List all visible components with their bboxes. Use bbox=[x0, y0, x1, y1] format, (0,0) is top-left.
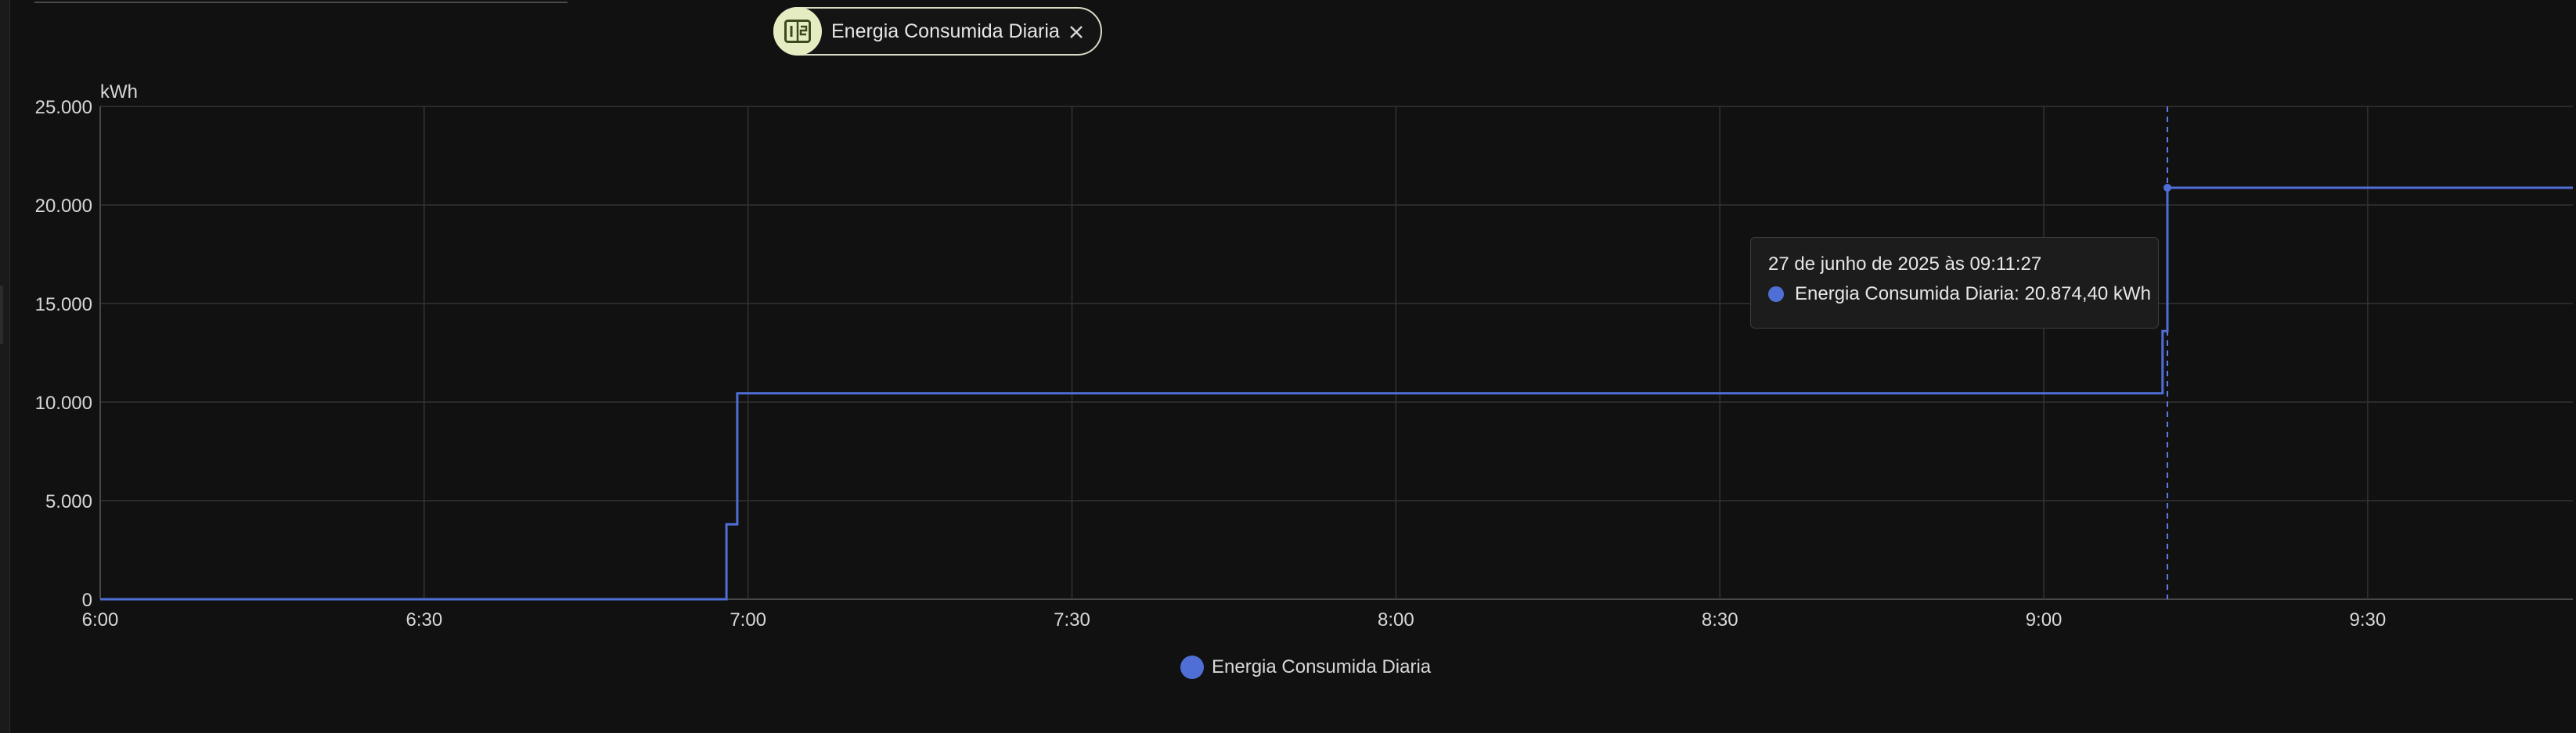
entity-chip-label: Energia Consumida Diaria bbox=[831, 20, 1060, 42]
x-tick-label: 9:30 bbox=[2350, 609, 2387, 631]
y-tick-label: 10.000 bbox=[35, 393, 92, 414]
chart-legend-item[interactable]: Energia Consumida Diaria bbox=[1180, 654, 1431, 681]
chart-grid bbox=[99, 106, 2573, 600]
counter-icon bbox=[773, 7, 822, 56]
y-tick-label: 0 bbox=[82, 590, 92, 611]
x-tick-label: 6:00 bbox=[82, 609, 119, 631]
legend-swatch bbox=[1180, 656, 1204, 679]
y-tick-label: 15.000 bbox=[35, 294, 92, 315]
x-tick-label: 6:30 bbox=[405, 609, 442, 631]
chart-tooltip: 27 de junho de 2025 às 09:11:27 Energia … bbox=[1750, 237, 2159, 329]
y-tick-label: 25.000 bbox=[35, 97, 92, 118]
x-tick-label: 8:30 bbox=[1702, 609, 1738, 631]
y-tick-label: 5.000 bbox=[45, 491, 92, 512]
y-axis-ticks: 0 5.000 10.000 15.000 20.000 25.000 bbox=[35, 97, 92, 611]
entity-chip[interactable]: Energia Consumida Diaria bbox=[773, 7, 1102, 56]
y-unit-label: kWh bbox=[100, 81, 138, 102]
x-tick-label: 8:00 bbox=[1378, 609, 1414, 631]
y-tick-label: 20.000 bbox=[35, 196, 92, 217]
series-layer bbox=[100, 183, 2573, 601]
tooltip-row: Energia Consumida Diaria: 20.874,40 kWh bbox=[1768, 283, 2151, 305]
top-divider bbox=[34, 2, 567, 3]
close-icon[interactable] bbox=[1063, 19, 1090, 45]
tooltip-series-dot bbox=[1768, 286, 1784, 302]
tooltip-title: 27 de junho de 2025 às 09:11:27 bbox=[1768, 253, 2042, 275]
left-rail-marker bbox=[0, 286, 3, 344]
x-axis-ticks: 6:00 6:30 7:00 7:30 8:00 8:30 9:00 9:30 bbox=[82, 609, 2387, 631]
x-tick-label: 7:00 bbox=[730, 609, 766, 631]
left-rail bbox=[0, 0, 10, 733]
x-tick-label: 9:00 bbox=[2026, 609, 2063, 631]
series-line bbox=[100, 186, 2573, 601]
hover-point bbox=[2163, 183, 2172, 192]
x-tick-label: 7:30 bbox=[1054, 609, 1090, 631]
tooltip-row-text: Energia Consumida Diaria: 20.874,40 kWh bbox=[1795, 283, 2151, 304]
legend-label: Energia Consumida Diaria bbox=[1212, 656, 1432, 677]
